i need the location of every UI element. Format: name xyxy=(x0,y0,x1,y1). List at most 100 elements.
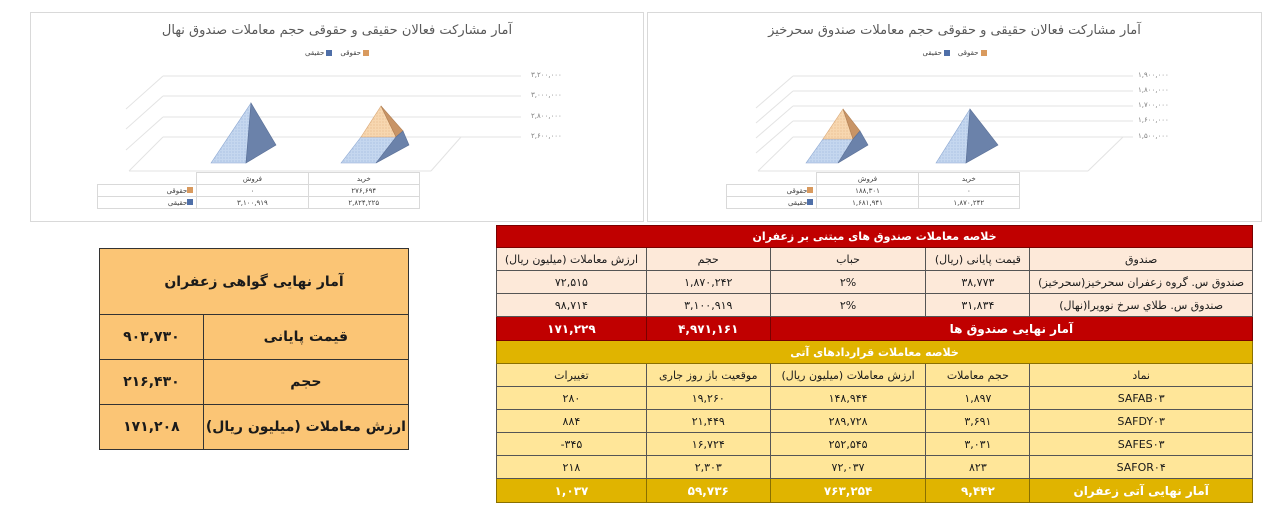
column-header: قیمت پایانی (ریال) xyxy=(925,247,1031,271)
futures-value: ۱۴۸,۹۴۴ xyxy=(769,386,927,410)
y-tick: ۲,۶۰۰,۰۰۰ xyxy=(531,132,562,140)
y-tick: ۱,۶۰۰,۰۰۰ xyxy=(1138,116,1169,124)
column-header: ارزش معاملات (میلیون ریال) xyxy=(769,363,927,387)
legend-item-hoghooghi: حقوقی xyxy=(958,49,987,57)
y-tick: ۳,۰۰۰,۰۰۰ xyxy=(531,91,562,99)
fund-name: صندوق س. طلاي سرخ نوويرا(نهال) xyxy=(1029,293,1253,317)
chart-legend: حقوقی حقیقی xyxy=(648,49,1261,57)
legend-swatch-blue-icon xyxy=(326,50,333,56)
futures-open-interest: ۱۶,۷۲۴ xyxy=(645,432,771,456)
legend-label: حقوقی xyxy=(957,49,979,57)
fund-row: صندوق س. طلاي سرخ نوويرا(نهال) ۳۱,۸۳۴ ۲%… xyxy=(496,293,1253,317)
certificate-value: ۱۷۱,۲۰۸ xyxy=(99,404,204,450)
chart-saharkhiz: آمار مشارکت فعالان حقیقی و حقوقی حجم معا… xyxy=(647,12,1262,222)
futures-row: SAFOR۰۴ ۸۲۳ ۷۲,۰۳۷ ۲,۳۰۳ ۲۱۸ xyxy=(496,455,1253,479)
funds-total-row: آمار نهایی صندوق ها ۴,۹۷۱,۱۶۱ ۱۷۱,۲۲۹ xyxy=(496,316,1254,341)
futures-symbol: SAFAB۰۳ xyxy=(1029,386,1253,410)
futures-value: ۲۵۲,۵۴۵ xyxy=(769,432,927,456)
futures-volume: ۸۲۳ xyxy=(925,455,1031,479)
legend-label: حقیقی xyxy=(922,49,942,57)
column-header: ارزش معاملات (میلیون ریال) xyxy=(496,247,647,271)
futures-symbol: SAFOR۰۴ xyxy=(1029,455,1253,479)
funds-section-title: خلاصه معاملات صندوق های مبتنی بر زعفران xyxy=(496,225,1253,248)
futures-volume: ۳,۰۳۱ xyxy=(925,432,1031,456)
certificate-label: حجم xyxy=(202,359,410,405)
chart-title: آمار مشارکت فعالان حقیقی و حقوقی حجم معا… xyxy=(161,23,513,38)
funds-header-row: صندوق قیمت پایانی (ریال) حباب حجم ارزش م… xyxy=(496,247,1253,271)
y-tick: ۱,۹۰۰,۰۰۰ xyxy=(1138,71,1169,79)
data-cell: ۲۷۶,۶۹۴ xyxy=(307,184,421,197)
chart-legend: حقوقی حقیقی xyxy=(31,49,643,57)
futures-section-title: خلاصه معاملات قراردادهای آتی xyxy=(496,340,1253,364)
futures-change: ۸۸۴ xyxy=(496,409,647,433)
pyramid-plot xyxy=(755,75,1133,172)
certificate-value: ۹۰۳,۷۳۰ xyxy=(99,314,204,360)
category-label: فروش xyxy=(816,172,919,185)
futures-volume: ۱,۸۹۷ xyxy=(925,386,1031,410)
category-label: فروش xyxy=(196,172,309,185)
y-tick: ۱,۸۰۰,۰۰۰ xyxy=(1138,86,1169,94)
futures-total-value: ۷۶۳,۲۵۴ xyxy=(769,478,927,503)
fund-value: ۷۲,۵۱۵ xyxy=(496,270,647,294)
data-cell: ۱۸۸,۳۰۱ xyxy=(816,184,919,197)
futures-total-volume: ۹,۴۴۲ xyxy=(925,478,1031,503)
certificate-label: قیمت پایانی xyxy=(202,314,410,360)
futures-value: ۲۸۹,۷۲۸ xyxy=(769,409,927,433)
y-tick: ۱,۵۰۰,۰۰۰ xyxy=(1138,132,1169,140)
funds-total-label: آمار نهایی صندوق ها xyxy=(769,316,1254,341)
futures-change: -۳۴۵ xyxy=(496,432,647,456)
futures-total-open-interest: ۵۹,۷۳۶ xyxy=(645,478,771,503)
category-label: خرید xyxy=(307,172,421,185)
certificate-value: ۲۱۶,۴۳۰ xyxy=(99,359,204,405)
pyramid-plot xyxy=(125,75,521,172)
column-header: حجم xyxy=(645,247,771,271)
futures-volume: ۳,۶۹۱ xyxy=(925,409,1031,433)
legend-label: حقیقی xyxy=(304,49,325,57)
data-cell: ۰ xyxy=(917,184,1021,197)
futures-open-interest: ۱۹,۲۶۰ xyxy=(645,386,771,410)
data-cell: ۰ xyxy=(196,184,309,197)
legend-swatch-orange-icon xyxy=(363,50,370,56)
series-swatch-icon xyxy=(187,198,194,205)
data-cell: ۱,۸۷۰,۲۴۲ xyxy=(917,196,1021,209)
chart-nahal: آمار مشارکت فعالان حقیقی و حقوقی حجم معا… xyxy=(30,12,644,222)
futures-change: ۲۱۸ xyxy=(496,455,647,479)
series-swatch-icon xyxy=(807,186,814,193)
series-label-hoghooghi: حقوقی xyxy=(725,184,818,197)
futures-total-row: آمار نهایی آتی زعفران ۹,۴۴۲ ۷۶۳,۲۵۴ ۵۹,۷… xyxy=(496,478,1253,503)
futures-symbol: SAFES۰۳ xyxy=(1029,432,1253,456)
futures-total-change: ۱,۰۳۷ xyxy=(496,478,647,503)
fund-close-price: ۳۸,۷۷۳ xyxy=(925,270,1031,294)
legend-swatch-blue-icon xyxy=(943,50,950,56)
series-label-haghighi: حقیقی xyxy=(725,196,818,209)
category-label: خرید xyxy=(917,172,1021,185)
y-tick: ۱,۷۰۰,۰۰۰ xyxy=(1138,101,1169,109)
series-label-hoghooghi: حقوقی xyxy=(96,184,198,197)
funds-total-volume: ۴,۹۷۱,۱۶۱ xyxy=(645,316,771,341)
data-cell: ۲,۸۲۴,۲۲۵ xyxy=(307,196,421,209)
futures-symbol: SAFDY۰۳ xyxy=(1029,409,1253,433)
funds-total-value: ۱۷۱,۲۲۹ xyxy=(496,316,647,341)
fund-bubble: ۲% xyxy=(769,293,927,317)
certificate-label: ارزش معاملات (میلیون ریال) xyxy=(202,404,410,450)
series-swatch-icon xyxy=(807,198,814,205)
fund-row: صندوق س. گروه زعفران سحرخیز(سحرخیز) ۳۸,۷… xyxy=(496,270,1253,294)
futures-value: ۷۲,۰۳۷ xyxy=(769,455,927,479)
fund-value: ۹۸,۷۱۴ xyxy=(496,293,647,317)
legend-item-haghighi: حقیقی xyxy=(922,49,950,57)
column-header: تغییرات xyxy=(496,363,647,387)
futures-open-interest: ۲,۳۰۳ xyxy=(645,455,771,479)
fund-name: صندوق س. گروه زعفران سحرخیز(سحرخیز) xyxy=(1029,270,1253,294)
data-cell: ۳,۱۰۰,۹۱۹ xyxy=(196,196,309,209)
certificate-title: آمار نهایی گواهی زعفران xyxy=(99,248,409,315)
chart-data-table: فروش خرید حقوقی ۱۸۸,۳۰۱ ۰ حقیقی ۱,۶۸۱,۹۴… xyxy=(725,172,1021,209)
legend-item-haghighi: حقیقی xyxy=(304,49,333,57)
futures-open-interest: ۲۱,۴۴۹ xyxy=(645,409,771,433)
fund-bubble: ۲% xyxy=(769,270,927,294)
futures-total-label: آمار نهایی آتی زعفران xyxy=(1029,478,1253,503)
series-label-haghighi: حقیقی xyxy=(96,196,198,209)
y-tick: ۲,۸۰۰,۰۰۰ xyxy=(531,112,562,120)
fund-close-price: ۳۱,۸۳۴ xyxy=(925,293,1031,317)
futures-header-row: نماد حجم معاملات ارزش معاملات (میلیون ری… xyxy=(496,363,1253,387)
saffron-certificate-table: آمار نهایی گواهی زعفران قیمت پایانی ۹۰۳,… xyxy=(99,248,410,450)
